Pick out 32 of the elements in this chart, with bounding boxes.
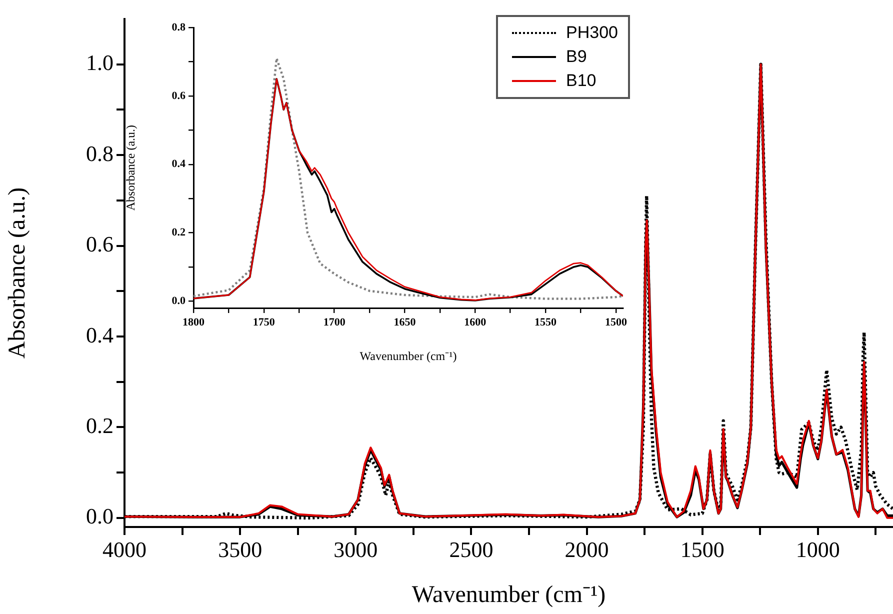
legend-label: PH300 [566, 23, 618, 43]
x-axis-title: Wavenumber (cm⁻¹) [412, 582, 606, 608]
x-tick-label: 1500 [680, 536, 724, 562]
y-tick-label: 0.8 [86, 140, 114, 166]
x-tick-label: 1000 [796, 536, 840, 562]
x-tick-label: 3500 [218, 536, 262, 562]
y-tick-label: 0.2 [172, 226, 186, 239]
x-tick-label: 3000 [334, 536, 378, 562]
x-tick-label: 1700 [323, 316, 346, 328]
x-tick-label: 1750 [252, 316, 276, 328]
x-tick-label: 2500 [449, 536, 494, 562]
x-tick-label: 1600 [464, 316, 487, 328]
y-tick-label: 0.6 [86, 232, 114, 257]
x-axis-title: Wavenumber (cm⁻¹) [360, 348, 457, 363]
y-tick-label: 0.0 [86, 504, 114, 529]
y-tick-label: 0.4 [86, 322, 114, 348]
x-tick-label: 4000 [102, 536, 146, 562]
x-tick-label: 1800 [182, 316, 205, 328]
y-tick-label: 0.0 [172, 295, 186, 308]
y-tick-label: 0.2 [86, 412, 114, 438]
y-tick-label: 1.0 [86, 50, 114, 76]
x-tick-label: 1500 [604, 316, 628, 328]
x-tick-label: 2000 [564, 536, 609, 562]
y-axis-title: Absorbance (a.u.) [123, 124, 138, 211]
legend-label: B9 [566, 47, 587, 67]
y-tick-label: 0.8 [172, 21, 186, 34]
y-tick-label: 0.6 [172, 90, 186, 102]
x-tick-label: 1550 [534, 316, 558, 328]
legend-label: B10 [566, 71, 596, 91]
x-tick-label: 1650 [394, 316, 416, 328]
y-tick-label: 0.4 [172, 158, 186, 170]
y-axis-title: Absorbance (a.u.) [4, 187, 31, 359]
